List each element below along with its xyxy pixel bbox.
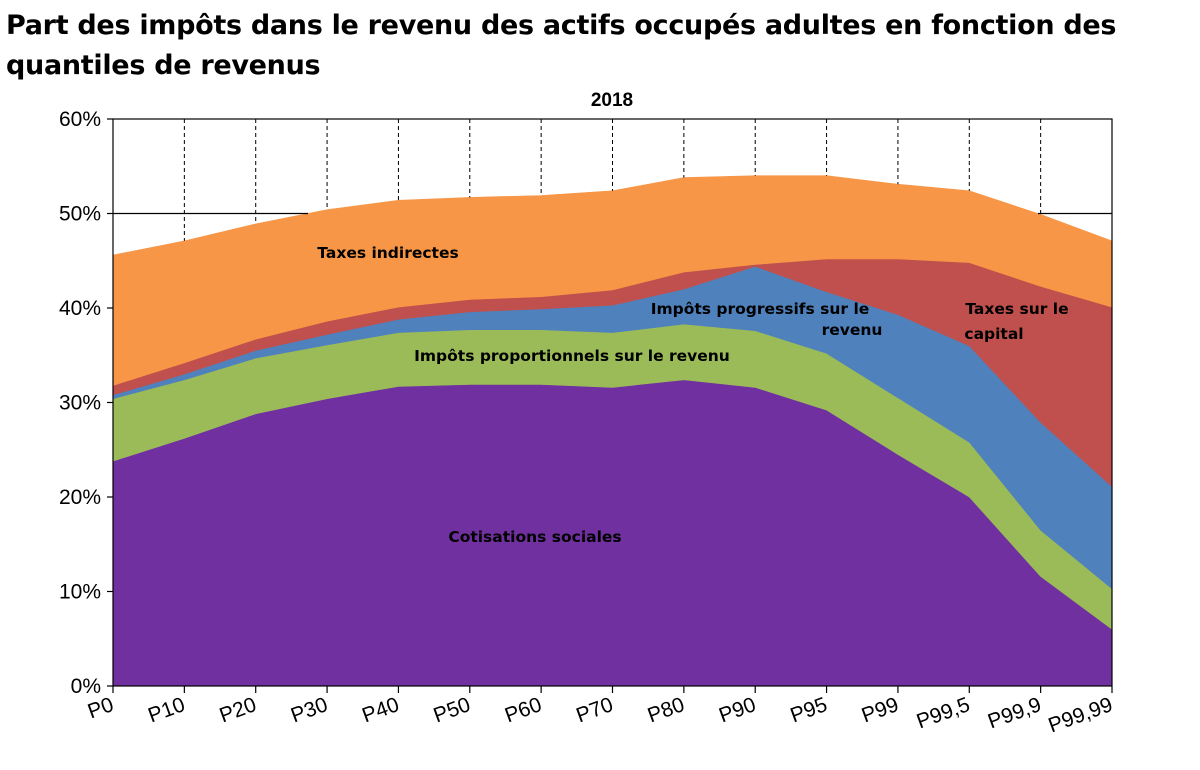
label-taxes-capital-line1: Taxes sur le xyxy=(965,300,1068,318)
label-impots-progressifs-line1: Impôts progressifs sur le xyxy=(651,300,870,318)
series-labels: Taxes indirectes Impôts progressifs sur … xyxy=(317,244,1068,546)
y-tick-label: 20% xyxy=(59,486,101,509)
x-tick-label: P95 xyxy=(787,693,830,727)
y-tick-label: 0% xyxy=(71,675,101,698)
x-tick-label: P99,5 xyxy=(914,693,973,733)
x-tick-label: P60 xyxy=(502,693,545,727)
label-impots-proportionnels: Impôts proportionnels sur le revenu xyxy=(414,347,730,365)
x-tick-label: P99 xyxy=(859,693,902,727)
label-cotisations-sociales: Cotisations sociales xyxy=(448,528,621,546)
x-tick-label: P30 xyxy=(288,693,331,727)
y-tick-label: 60% xyxy=(59,108,101,131)
x-tick-label: P10 xyxy=(145,693,188,727)
x-tick-label: P80 xyxy=(645,693,688,727)
y-tick-label: 40% xyxy=(59,297,101,320)
x-tick-label: P99,99 xyxy=(1045,693,1115,737)
label-taxes-indirectes: Taxes indirectes xyxy=(317,244,458,262)
gridlines xyxy=(113,119,1112,241)
x-tick-label: P20 xyxy=(216,693,259,727)
x-tick-label: P99,9 xyxy=(985,693,1044,733)
x-tick-label: P70 xyxy=(573,693,616,727)
x-tick-label: P50 xyxy=(431,693,474,727)
chart-title: Part des impôts dans le revenu des actif… xyxy=(6,10,1117,81)
y-tick-label: 50% xyxy=(59,203,101,226)
x-axis: P0 P10 P20 P30 P40 P50 P60 P70 P80 P90 P95 P99 P99,5… xyxy=(85,686,1116,737)
label-taxes-capital-line2: capital xyxy=(964,325,1023,343)
y-tick-label: 10% xyxy=(59,581,101,604)
x-tick-label: P40 xyxy=(359,693,402,727)
x-tick-label: P90 xyxy=(716,693,759,727)
y-axis: 0% 10% 20% 30% 40% 50% 60% xyxy=(59,108,113,698)
chart-subtitle: 2018 xyxy=(591,90,633,111)
area-layers xyxy=(112,175,1113,687)
label-impots-progressifs-line2: revenu xyxy=(822,321,883,339)
y-tick-label: 30% xyxy=(59,392,101,415)
